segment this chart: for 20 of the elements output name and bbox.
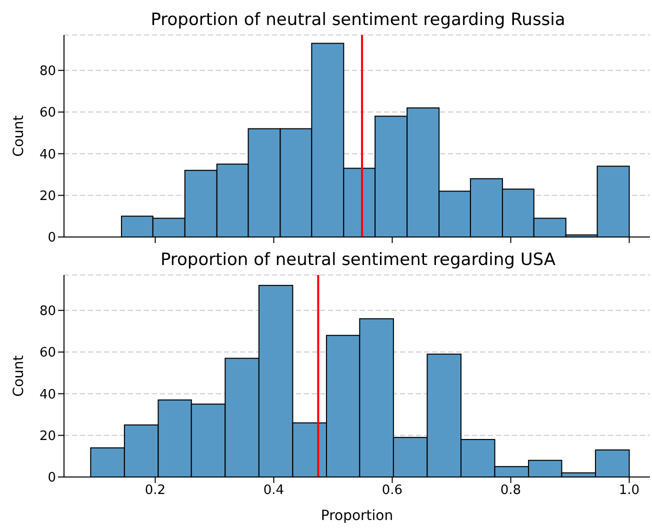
y-tick-label: 80	[39, 64, 56, 80]
x-tick-label: 1.0	[618, 483, 640, 498]
chart-title: Proportion of neutral sentiment regarding Russia	[150, 9, 566, 32]
y-tick-label: 20	[39, 428, 56, 444]
y-tick-label: 20	[39, 188, 56, 204]
y-axis-title: Count	[10, 114, 27, 157]
y-tick-label: 0	[48, 230, 56, 246]
y-tick-label: 60	[39, 106, 56, 121]
y-tick-label: 0	[48, 470, 56, 486]
y-tick-label: 40	[39, 147, 56, 162]
x-tick-label: 0.8	[500, 483, 522, 498]
chart-title: Proportion of neutral sentiment regarding USA	[159, 249, 557, 272]
x-tick-label: 0.4	[263, 483, 284, 498]
x-tick-label: 0.2	[144, 483, 166, 498]
y-axis-title: Count	[10, 354, 27, 397]
y-tick-label: 60	[39, 346, 56, 361]
x-tick-label: 0.6	[382, 483, 403, 498]
x-axis-title: Proportion	[320, 508, 394, 524]
y-tick-label: 40	[39, 387, 56, 402]
y-tick-label: 80	[39, 304, 56, 320]
